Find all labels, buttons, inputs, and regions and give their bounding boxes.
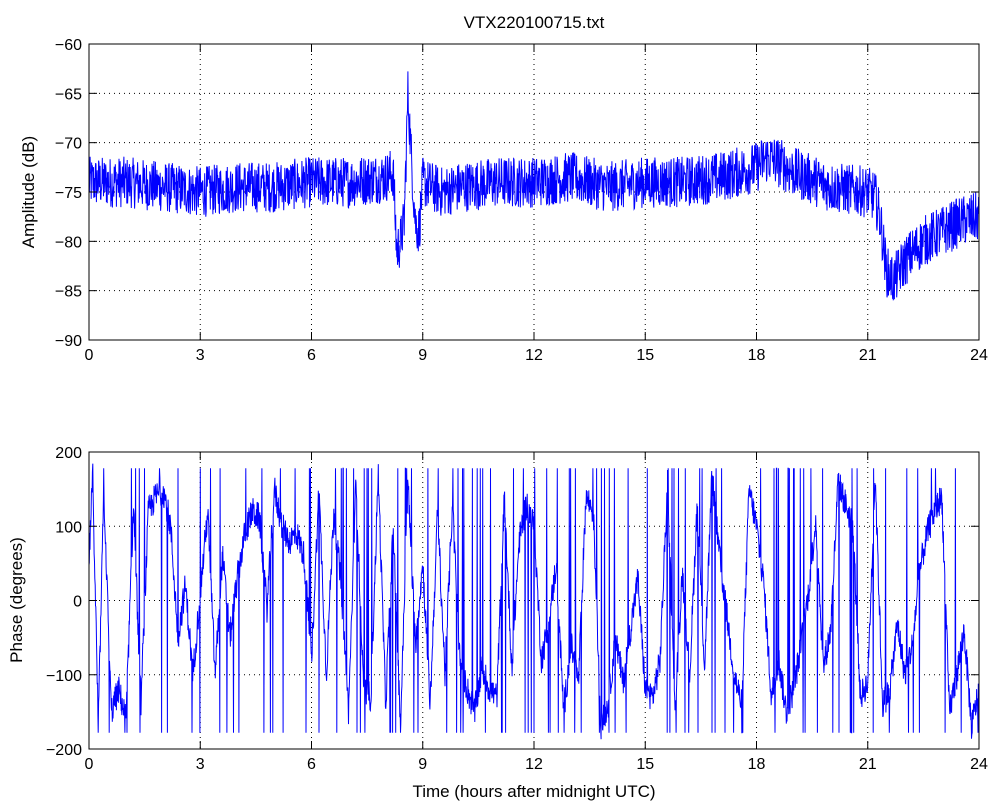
phase-x-tick-label: 3 xyxy=(196,756,205,773)
amplitude-x-tick-label: 21 xyxy=(859,347,877,364)
phase-y-tick-label: −200 xyxy=(46,742,82,759)
phase-y-tick-label: 100 xyxy=(55,519,82,536)
amplitude-trace-group xyxy=(88,71,980,301)
amplitude-y-tick-label: −75 xyxy=(55,185,82,202)
phase-x-tick-labels: 0 3 6 9 12 15 18 21 24 xyxy=(85,756,988,773)
amplitude-x-tick-label: 3 xyxy=(196,347,205,364)
amplitude-y-tick-label: −80 xyxy=(55,234,82,251)
phase-x-tick-label: 0 xyxy=(85,756,94,773)
amplitude-x-tick-label: 24 xyxy=(970,347,988,364)
phase-x-tick-label: 15 xyxy=(636,756,654,773)
amplitude-x-tick-label: 9 xyxy=(418,347,427,364)
phase-x-tick-label: 24 xyxy=(970,756,988,773)
phase-x-tick-label: 6 xyxy=(307,756,316,773)
phase-ticks xyxy=(88,451,980,750)
amplitude-y-tick-label: −70 xyxy=(55,136,82,153)
phase-x-tick-label: 21 xyxy=(859,756,877,773)
phase-trace-group xyxy=(88,463,980,740)
amplitude-y-tick-label: −90 xyxy=(55,333,82,350)
phase-y-axis-label: Phase (degrees) xyxy=(7,537,26,663)
amplitude-x-tick-label: 18 xyxy=(748,347,766,364)
amplitude-x-tick-labels: 0 3 6 9 12 15 18 21 24 xyxy=(85,347,988,364)
amplitude-y-tick-label: −65 xyxy=(55,86,82,103)
amplitude-x-tick-label: 15 xyxy=(636,347,654,364)
phase-plot: 0 3 6 9 12 15 18 21 24 200 100 0 −100 −200 Phase (de… xyxy=(7,445,988,801)
amplitude-ticks xyxy=(88,43,980,341)
amplitude-y-tick-label: −60 xyxy=(55,37,82,54)
amplitude-y-axis-label: Amplitude (dB) xyxy=(19,136,38,248)
chart-title: VTX220100715.txt xyxy=(464,13,605,32)
phase-x-axis-label: Time (hours after midnight UTC) xyxy=(412,782,655,801)
phase-y-tick-label: 200 xyxy=(55,445,82,462)
amplitude-y-tick-labels: −60 −65 −70 −75 −80 −85 −90 xyxy=(55,37,82,350)
phase-y-tick-label: 0 xyxy=(73,594,82,611)
phase-y-tick-label: −100 xyxy=(46,668,82,685)
phase-x-tick-label: 9 xyxy=(418,756,427,773)
phase-series-line xyxy=(88,463,980,740)
amplitude-plot: 0 3 6 9 12 15 18 21 24 −60 −65 −70 −75 −80 −85 −90 Amp… xyxy=(19,37,988,364)
amplitude-x-tick-label: 6 xyxy=(307,347,316,364)
amplitude-series-line xyxy=(88,71,980,301)
phase-y-tick-labels: 200 100 0 −100 −200 xyxy=(46,445,82,759)
amplitude-x-tick-label: 12 xyxy=(525,347,543,364)
phase-x-tick-label: 18 xyxy=(748,756,766,773)
amplitude-x-tick-label: 0 xyxy=(85,347,94,364)
phase-x-tick-label: 12 xyxy=(525,756,543,773)
amplitude-y-tick-label: −85 xyxy=(55,284,82,301)
